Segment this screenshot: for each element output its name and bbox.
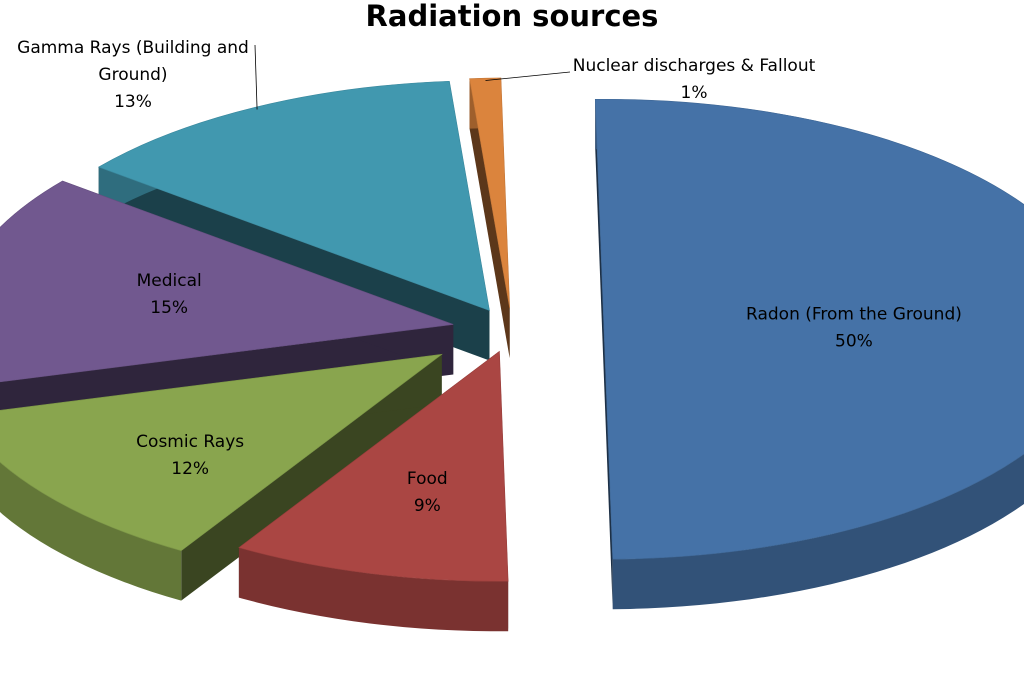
data-label-nuclear-discharges-fallout: Nuclear discharges & Fallout 1%	[573, 56, 816, 103]
data-label-food: Food 9%	[407, 469, 448, 516]
pie-slice-medical	[0, 180, 454, 383]
pie-labels: Radon (From the Ground) 50% Food 9% Cosmic R…	[17, 38, 962, 516]
data-label-gamma-rays-building-and-ground: Gamma Rays (Building and Ground) 13%	[17, 38, 249, 112]
leader-line-gamma	[254, 44, 258, 110]
pie-slices	[0, 77, 1024, 582]
slice-wall	[181, 354, 442, 601]
data-label-cosmic-rays: Cosmic Rays 12%	[136, 432, 244, 479]
pie-slice-radon-from-the-ground	[594, 98, 1024, 560]
slice-rim	[0, 462, 182, 601]
slice-wall	[603, 329, 613, 610]
leader-line-nuclear	[485, 71, 571, 81]
pie-slice-cosmic-rays	[0, 353, 443, 552]
data-label-radon-from-the-ground: Radon (From the Ground) 50%	[746, 304, 962, 351]
data-label-medical: Medical 15%	[137, 271, 202, 318]
chart-title: Radiation sources	[366, 0, 659, 33]
slice-wall	[595, 99, 604, 380]
slice-rim	[238, 547, 509, 632]
pie-slice-food	[238, 350, 509, 582]
pie-slice-gamma-rays-building-and-ground	[97, 80, 490, 311]
pie-slice-nuclear-discharges-fallout	[469, 77, 510, 308]
slice-wall	[469, 78, 510, 358]
